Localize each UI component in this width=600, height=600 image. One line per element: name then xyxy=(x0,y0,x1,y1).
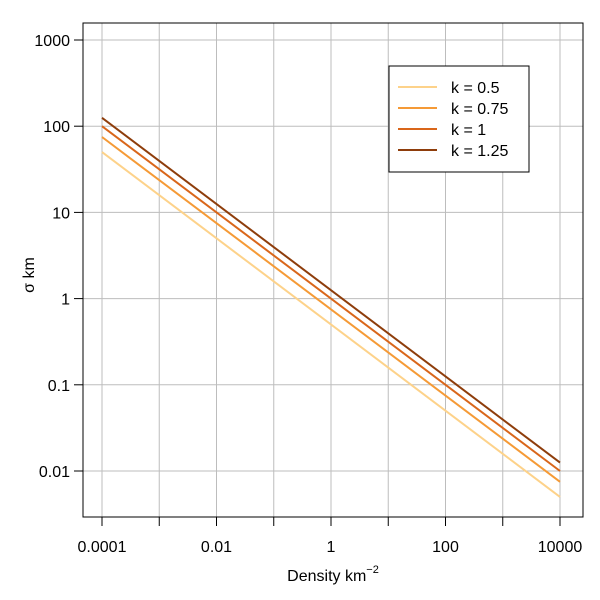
x-axis-title: Density km−2 xyxy=(287,564,379,585)
legend-label-1: k = 0.75 xyxy=(451,101,508,118)
x-axis: 0.0001 0.01 1 100 10000 xyxy=(78,517,583,556)
y-tick-label: 1 xyxy=(61,292,70,309)
series-line-0 xyxy=(101,151,561,498)
x-tick-label: 100 xyxy=(432,539,459,556)
series-line-2 xyxy=(101,125,561,472)
legend-label-0: k = 0.5 xyxy=(451,80,500,97)
y-tick-label: 0.1 xyxy=(48,378,70,395)
x-tick-label: 1 xyxy=(327,539,336,556)
plot-frame xyxy=(82,22,584,518)
legend-label-2: k = 1 xyxy=(451,122,486,139)
x-axis-title-exponent: −2 xyxy=(366,564,379,576)
y-tick-label: 100 xyxy=(43,119,70,136)
legend: k = 0.5 k = 0.75 k = 1 k = 1.25 xyxy=(388,65,530,173)
series-lines xyxy=(101,117,561,498)
legend-box xyxy=(388,65,530,173)
x-axis-title-text: Density km xyxy=(287,568,366,585)
y-tick-label: 1000 xyxy=(34,33,70,50)
y-axis: 0.01 0.1 1 10 100 1000 xyxy=(34,33,83,481)
series-line-1 xyxy=(101,136,561,483)
series-line-3 xyxy=(101,117,561,464)
legend-label-3: k = 1.25 xyxy=(451,143,508,160)
x-tick-label: 10000 xyxy=(538,539,583,556)
y-tick-label: 0.01 xyxy=(39,464,70,481)
y-axis-title: σ km xyxy=(21,257,38,293)
x-tick-label: 0.01 xyxy=(201,539,232,556)
y-tick-label: 10 xyxy=(52,205,70,222)
x-tick-label: 0.0001 xyxy=(78,539,127,556)
